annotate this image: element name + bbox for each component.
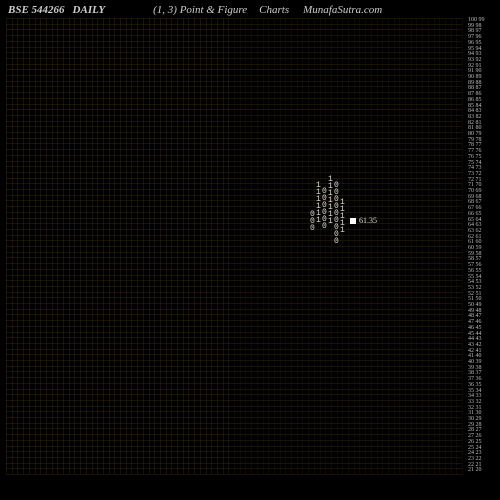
chart-plot-area: 0 0 01 1 1 1 1 10 0 0 0 0 01 1 1 1 1 1 1…	[6, 18, 462, 474]
pnf-column: 1 1 1 1 1 1 1	[328, 176, 333, 225]
pnf-column: 1 1 1 1 1 1	[316, 182, 321, 224]
site-text: MunafaSutra.com	[303, 4, 382, 16]
pnf-column: 1 1 1 1 1	[340, 199, 345, 234]
period-text: DAILY	[73, 4, 106, 16]
symbol-text: BSE 544266	[8, 4, 65, 16]
pnf-column: 0 0 0	[310, 211, 315, 232]
pnf-column: 0 0 0 0 0 0	[322, 188, 327, 230]
chart-header: BSE 544266 DAILY (1, 3) Point & Figure C…	[8, 4, 492, 16]
y-axis: 100 9999 9898 9797 9696 9595 9494 9393 9…	[468, 18, 498, 474]
params-text: (1, 3) Point & Figure	[153, 4, 247, 16]
y-tick-label: 21 20	[468, 468, 482, 474]
pnf-column: 0 0 0 0 0 0 0 0 0	[334, 182, 339, 245]
last-price-label: 61.35	[359, 216, 377, 225]
charttype-text: Charts	[259, 4, 289, 16]
last-price-marker-icon	[350, 218, 356, 224]
